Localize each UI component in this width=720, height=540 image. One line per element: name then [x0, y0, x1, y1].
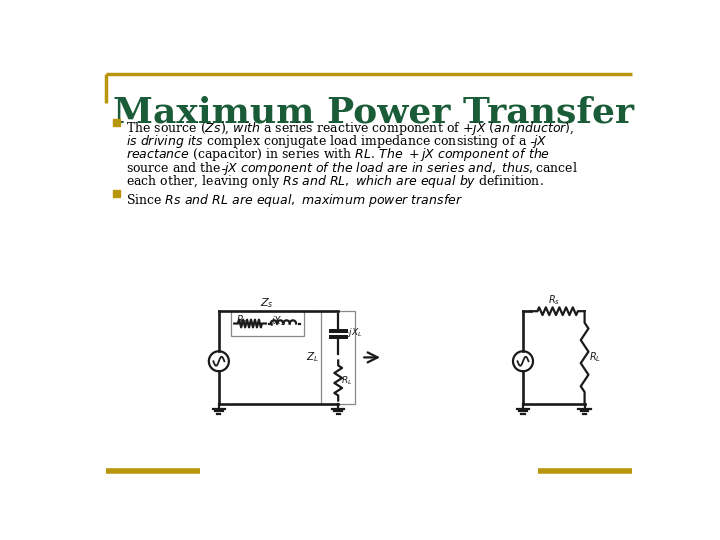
- Text: source and the$\bar{\ }jX$ $\mathit{component\ of\ the\ load\ are\ in\ series\ a: source and the$\bar{\ }jX$ $\mathit{comp…: [126, 159, 577, 177]
- Text: Since $\mathit{Rs\ and\ RL\ are\ equal,\ maximum\ power\ transfer}$: Since $\mathit{Rs\ and\ RL\ are\ equal,\…: [126, 192, 463, 209]
- Text: each other, leaving only $\mathit{Rs\ and\ RL,\ which\ are\ equal\ by}$ definiti: each other, leaving only $\mathit{Rs\ an…: [126, 173, 544, 190]
- Text: $R_L$: $R_L$: [341, 374, 353, 387]
- Text: $Z_s$: $Z_s$: [261, 296, 274, 309]
- Bar: [231, 311, 304, 336]
- Text: $R_L$: $R_L$: [589, 350, 601, 365]
- Text: $jX_s$: $jX_s$: [270, 314, 286, 327]
- Text: $\mathit{reactance}$ (capacitor) in series with $RL$. $\mathit{The\ +jX\ compone: $\mathit{reactance}$ (capacitor) in seri…: [126, 146, 550, 164]
- Bar: [113, 119, 120, 126]
- Bar: [321, 311, 355, 403]
- Text: The source ($Zs$), $\mathit{with}$ a series reactive component of $+jX$ $\mathit: The source ($Zs$), $\mathit{with}$ a ser…: [126, 120, 574, 137]
- Text: $-jX_L$: $-jX_L$: [341, 326, 363, 339]
- Text: $R_s$: $R_s$: [235, 314, 248, 327]
- Text: $\mathit{is\ driving\ its}$ complex conjugate load impedance consisting of a $\b: $\mathit{is\ driving\ its}$ complex conj…: [126, 133, 547, 150]
- Bar: [113, 190, 120, 197]
- Text: $Z_L$: $Z_L$: [306, 350, 319, 365]
- Text: $R_s$: $R_s$: [548, 294, 560, 307]
- Text: Maximum Power Transfer: Maximum Power Transfer: [113, 96, 634, 130]
